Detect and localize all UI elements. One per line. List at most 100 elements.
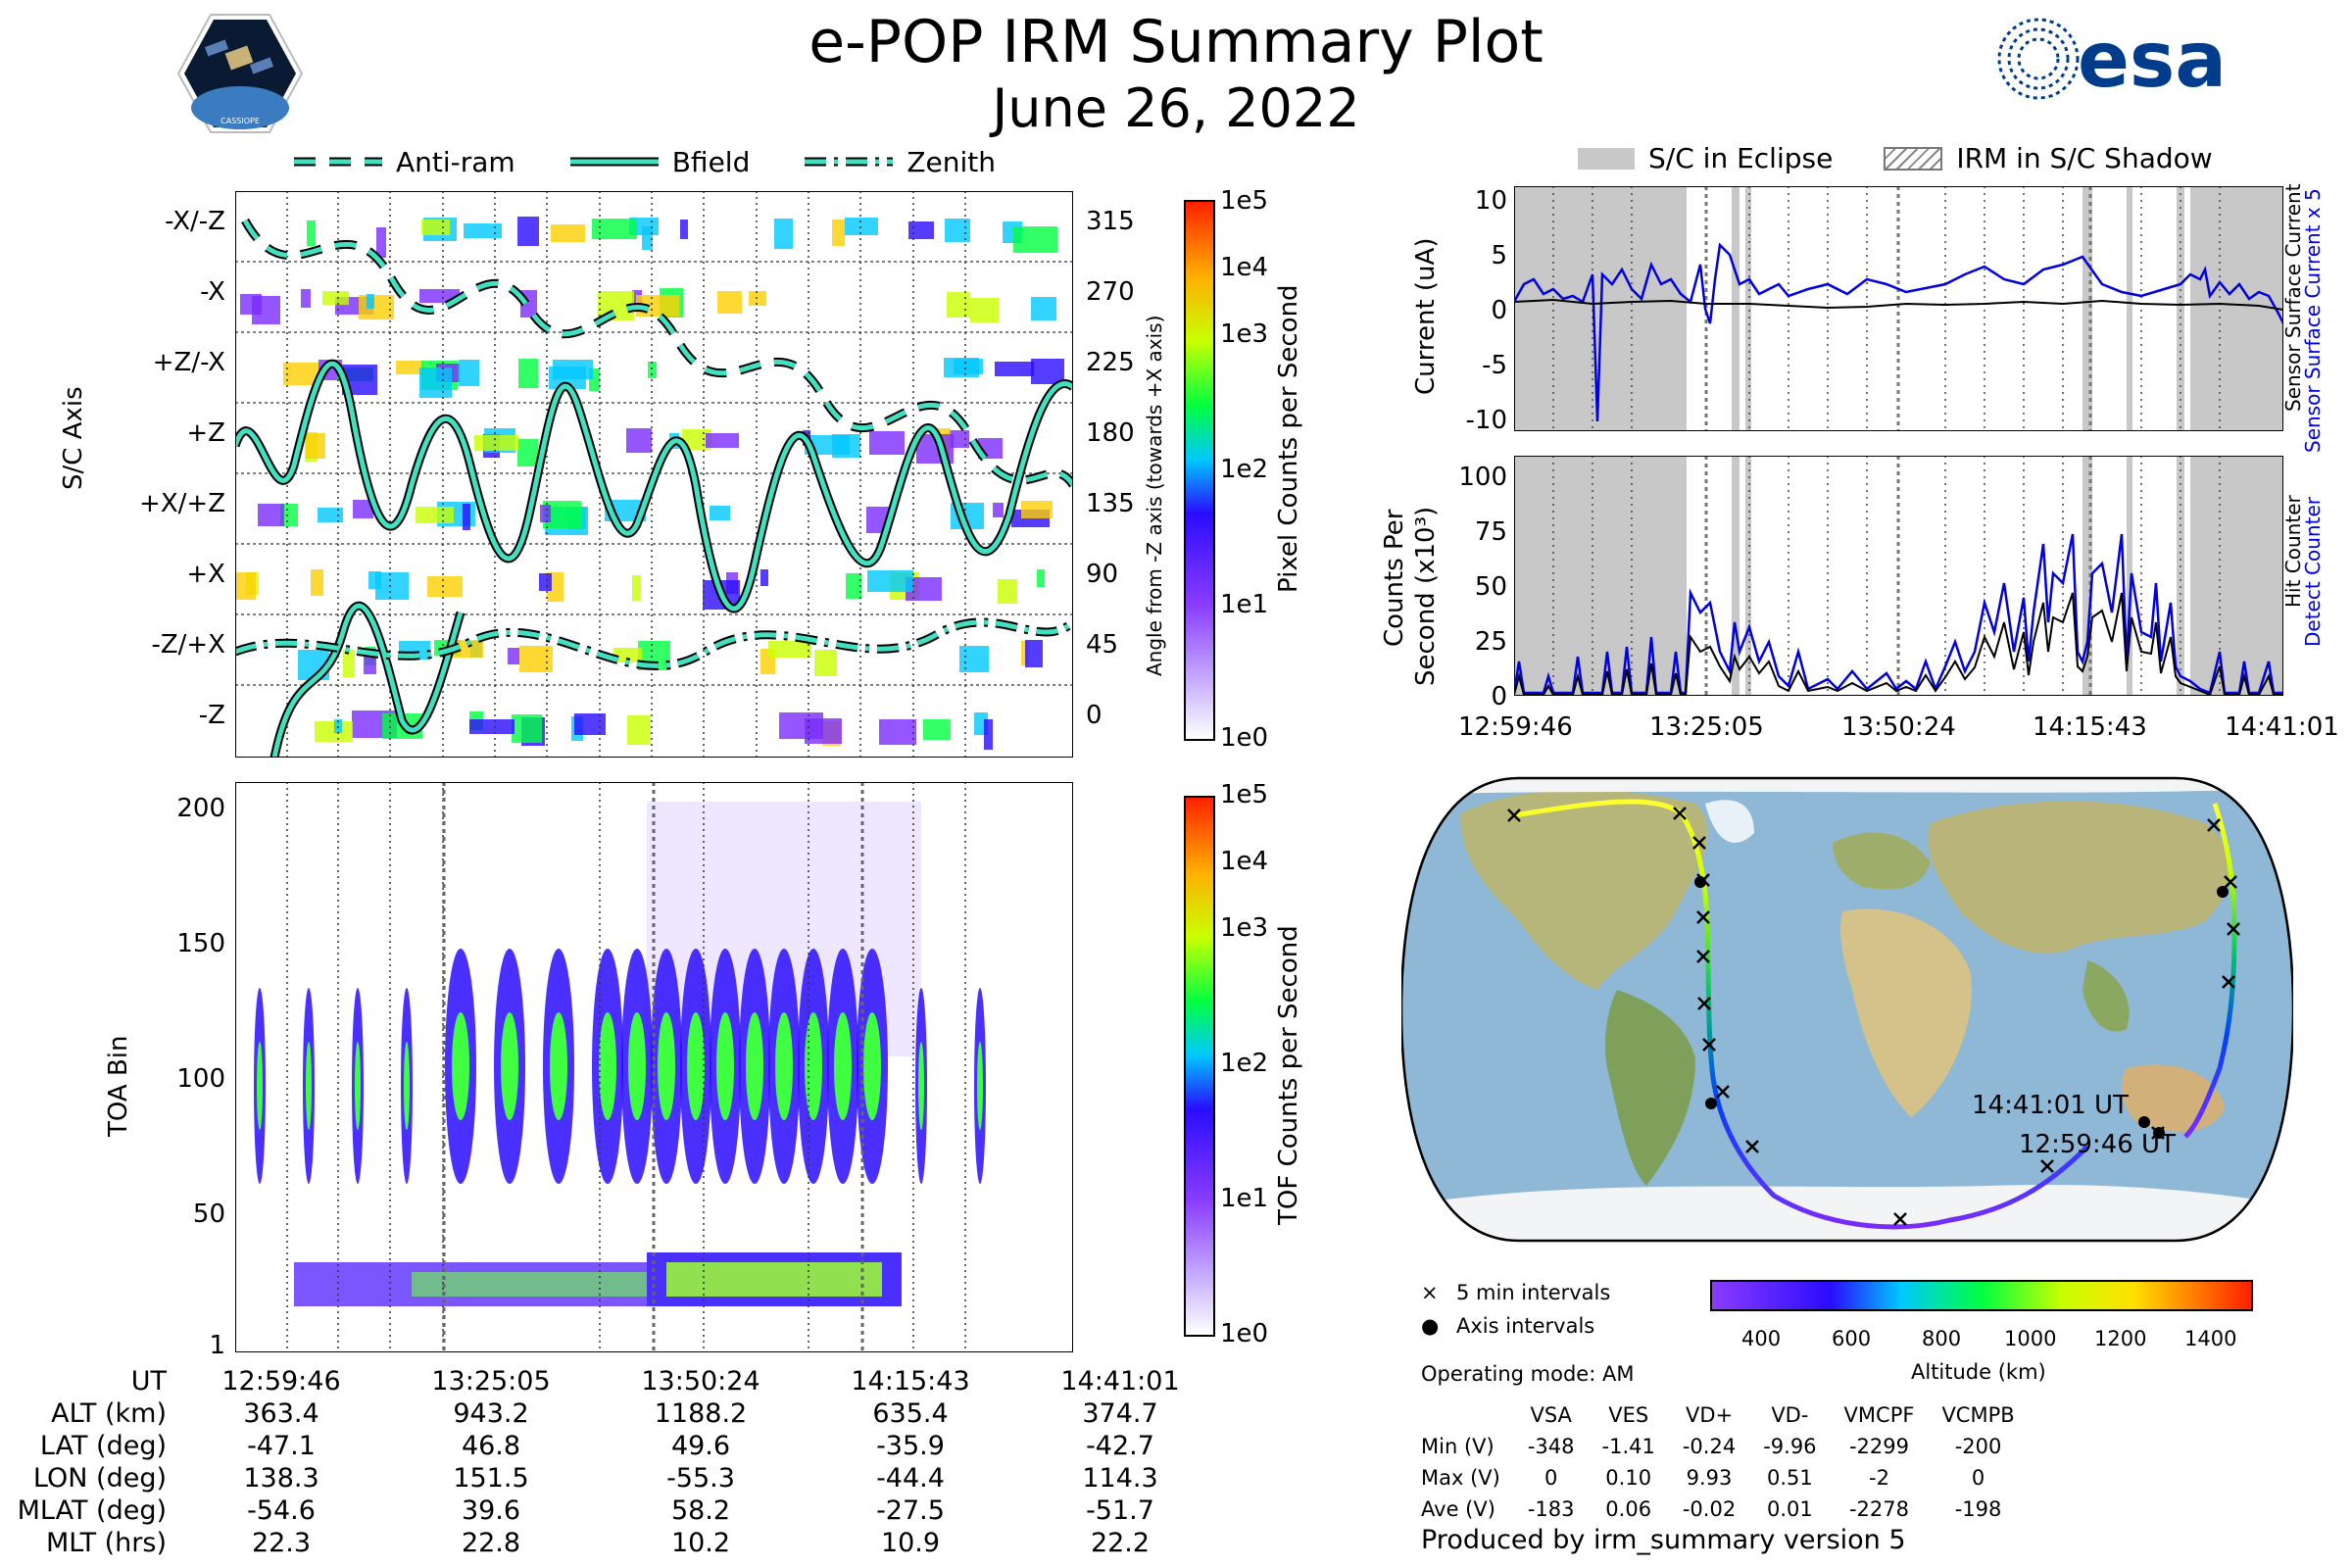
counts-xtick: 13:25:05 <box>1649 712 1764 742</box>
pixel-heat-cell <box>258 504 284 526</box>
cassiope-logo: CASSIOPE <box>176 10 304 137</box>
stats-row: Ave (V) -183 0.06 -0.02 0.01 -2278 -198 <box>1421 1494 2029 1525</box>
pixel-heat-cell <box>589 368 600 391</box>
pixel-heat-cell <box>642 226 653 250</box>
pixel-heat-cell <box>908 221 934 239</box>
orbit-row-label: UT <box>130 1366 167 1396</box>
current-blue-line <box>1514 242 2283 422</box>
orbit-cell: 138.3 <box>243 1463 319 1494</box>
orbit-cell: -42.7 <box>1086 1431 1154 1461</box>
orbit-cell: 49.6 <box>670 1431 731 1461</box>
pixel-heat-cell <box>680 220 688 239</box>
zenith-line <box>235 617 1073 670</box>
toa-ytick: 1 <box>209 1331 225 1360</box>
pixel-colorbar <box>1184 200 1215 741</box>
orbit-cell: -47.1 <box>247 1431 316 1461</box>
toa-blob-inner <box>628 1012 646 1120</box>
pixel-heat-cell <box>301 289 311 308</box>
pixel-heat-cell <box>717 291 742 314</box>
orbit-cell: 10.9 <box>880 1528 941 1558</box>
anti-ram-line <box>241 218 1073 488</box>
alt-tick: 800 <box>1922 1327 1962 1350</box>
stats-cell: -183 <box>1527 1497 1575 1521</box>
legend-eclipse: S/C in Eclipse <box>1578 142 1833 174</box>
detect-counter-line <box>1514 533 2283 695</box>
pixel-heat-cell <box>984 719 993 750</box>
orbit-cell: 22.3 <box>251 1528 312 1558</box>
toa-ytick: 50 <box>192 1200 225 1229</box>
legend-dot-row: ● Axis intervals <box>1421 1309 1634 1343</box>
stats-cell: 0.06 <box>1605 1497 1652 1521</box>
pixel-heat-cell <box>626 428 652 453</box>
pixel-heat-cell <box>283 363 319 385</box>
pixel-heat-cell <box>632 575 641 601</box>
pixel-heat-cell <box>416 507 454 523</box>
pixel-heat-cell <box>627 715 651 745</box>
pixel-heat-cell <box>749 291 766 306</box>
orbit-row: ALT (km) 363.4 943.2 1188.2 635.4 374.7 <box>0 1397 1225 1430</box>
pixel-heat-cell <box>540 505 551 522</box>
stats-cell: -198 <box>1954 1497 2002 1521</box>
toa-heatmap <box>235 782 1073 1352</box>
toa-blob-inner <box>658 1012 675 1120</box>
toa-blob-inner <box>687 1012 705 1120</box>
current-ytick: -5 <box>1482 351 1507 380</box>
pixel-heat-cell <box>353 500 373 518</box>
pixel-heat-cell <box>322 291 349 305</box>
stats-row-label: Min (V) <box>1421 1435 1494 1458</box>
pixel-heat-cell <box>959 646 989 672</box>
toa-ytick: 200 <box>176 794 225 823</box>
legend-bfield: Bfield <box>569 142 750 181</box>
orbit-row: UT 12:59:46 13:25:05 13:50:24 14:15:43 14:41:… <box>0 1365 1225 1397</box>
pixel-heat-cell <box>1031 359 1064 384</box>
pixel-ylabel: S/C Axis <box>59 386 88 490</box>
pixel-colorbar-label: Pixel Counts per Second <box>1274 284 1303 593</box>
counts-plot <box>1514 456 2283 696</box>
pixel-heat-cell <box>553 360 593 379</box>
current-major-grid <box>1704 186 2092 431</box>
orbit-cell: 13:25:05 <box>431 1366 551 1396</box>
toa-cb-tick: 1e2 <box>1220 1049 1269 1078</box>
pixel-heat-cell <box>252 296 280 324</box>
top-legend: Anti-ram Bfield Zenith <box>294 142 1078 181</box>
altitude-label: Altitude (km) <box>1911 1360 2046 1384</box>
legend-shadow-label: IRM in S/C Shadow <box>1956 142 2213 174</box>
pixel-heat-cell <box>318 508 343 522</box>
pixel-y-tick: +Z/-X <box>152 348 225 377</box>
voltage-stats-table: VSA VES VD+ VD- VMCPF VCMPB Min (V) -348 -1.41 -… <box>1421 1399 2029 1525</box>
stats-cell: -2278 <box>1848 1497 1909 1521</box>
pixel-heat-cell <box>805 718 842 744</box>
angle-tick: 225 <box>1086 348 1135 377</box>
orbit-cell: -35.9 <box>876 1431 945 1461</box>
pixel-heat-cell <box>464 223 502 238</box>
stats-row: Min (V) -348 -1.41 -0.24 -9.96 -2299 -200 <box>1421 1431 2029 1462</box>
orbit-cell: 22.8 <box>461 1528 521 1558</box>
toa-cb-tick: 1e5 <box>1220 780 1269 809</box>
orbit-cell: 10.2 <box>670 1528 731 1558</box>
cassiope-logo-text: CASSIOPE <box>220 117 260 125</box>
toa-blob-inner <box>775 1012 793 1120</box>
pixel-heat-cell <box>459 360 479 386</box>
toa-cb-tick: 1e4 <box>1220 847 1269 876</box>
stats-col-header: VSA <box>1530 1403 1572 1427</box>
pixel-right-label: Angle from -Z axis (towards +X axis) <box>1143 315 1166 676</box>
pixel-heat-cell <box>427 576 463 597</box>
stats-row-label: Ave (V) <box>1421 1497 1495 1521</box>
stats-row-label: Max (V) <box>1421 1466 1500 1490</box>
stats-cell: 9.93 <box>1686 1466 1733 1490</box>
orbit-cell: 363.4 <box>243 1398 319 1429</box>
toa-blob-inner <box>716 1012 734 1120</box>
map-legend: × 5 min intervals ● Axis intervals Opera… <box>1421 1276 1634 1386</box>
stats-corner <box>1421 1399 1514 1431</box>
current-ytick: 10 <box>1474 186 1507 216</box>
legend-cross-row: × 5 min intervals <box>1421 1276 1634 1309</box>
stats-cell: -2 <box>1869 1466 1889 1490</box>
toa-blob-inner <box>599 1012 616 1120</box>
orbit-cell: 46.8 <box>461 1431 521 1461</box>
current-plot <box>1514 186 2283 431</box>
pixel-heat-cell <box>592 219 637 239</box>
altitude-ticks: 400 600 800 1000 1200 1400 <box>1710 1327 2259 1356</box>
counts-xtick: 14:15:43 <box>2033 712 2147 742</box>
orbit-cell: 39.6 <box>461 1495 521 1526</box>
stats-cell: -348 <box>1527 1435 1575 1458</box>
